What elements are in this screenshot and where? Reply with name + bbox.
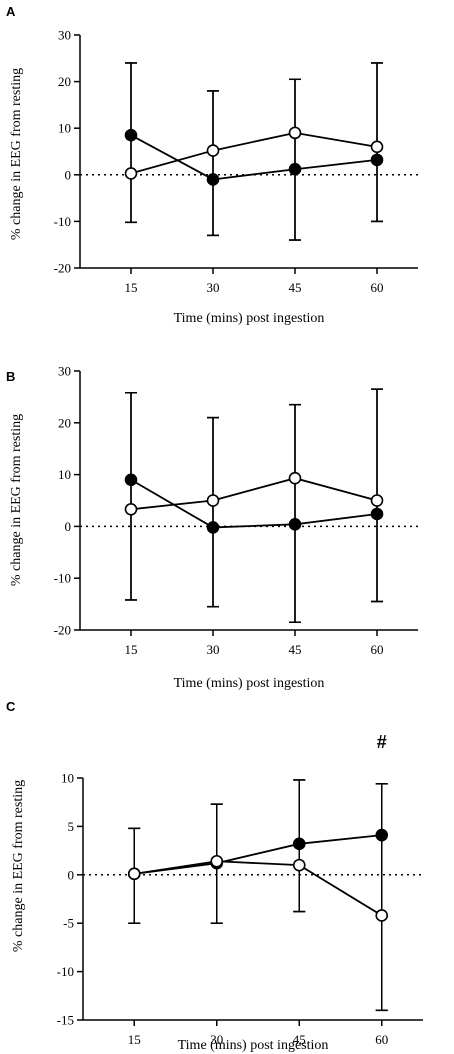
x-tick-label: 45	[289, 642, 302, 657]
data-point-open	[206, 494, 220, 507]
y-tick-label: 0	[65, 519, 72, 534]
data-point-filled	[206, 521, 220, 534]
data-point-open	[375, 909, 389, 922]
y-tick-label: -15	[57, 1013, 74, 1028]
data-point-filled	[370, 507, 384, 521]
y-tick-label: -10	[54, 214, 71, 229]
y-axis-title: % change in EEG from resting	[11, 780, 26, 952]
y-tick-label: -20	[54, 623, 71, 638]
data-point-open	[370, 140, 384, 154]
data-point-filled	[292, 837, 306, 851]
data-point-open	[210, 854, 224, 868]
data-point-filled	[375, 828, 389, 842]
y-tick-label: 20	[58, 74, 71, 89]
data-point-filled	[124, 473, 138, 487]
x-axis-title: Time (mins) post ingestion	[178, 1038, 329, 1053]
x-tick-label: 30	[207, 280, 220, 295]
data-point-open	[370, 494, 384, 507]
data-point-open	[288, 126, 302, 140]
series-line	[130, 131, 378, 175]
panel-label: B	[6, 369, 15, 384]
x-tick-label: 60	[371, 280, 384, 295]
x-tick-label: 30	[210, 1032, 223, 1047]
x-tick-label: 15	[128, 1032, 141, 1047]
y-tick-label: 10	[61, 771, 74, 786]
x-tick-label: 60	[371, 642, 384, 657]
y-tick-label: 30	[58, 28, 71, 43]
x-tick-label: 30	[207, 642, 220, 657]
series-line	[130, 477, 378, 511]
y-tick-label: 0	[65, 167, 72, 182]
data-point-open	[124, 503, 138, 516]
y-tick-label: -5	[63, 916, 74, 931]
data-point-open	[124, 167, 138, 180]
x-tick-label: 15	[125, 280, 138, 295]
y-tick-label: 10	[58, 467, 71, 482]
series-line	[130, 479, 378, 529]
series-line	[130, 134, 378, 181]
data-point-open	[206, 144, 220, 157]
y-tick-label: 20	[58, 415, 71, 430]
data-point-open	[288, 471, 302, 485]
significance-annotation: #	[377, 732, 387, 752]
y-axis-title: % change in EEG from resting	[9, 68, 24, 240]
y-tick-label: -20	[54, 261, 71, 276]
x-axis-title: Time (mins) post ingestion	[174, 311, 325, 326]
y-tick-label: 30	[58, 364, 71, 379]
panel-label: A	[6, 4, 16, 19]
x-tick-label: 60	[375, 1032, 388, 1047]
x-tick-label: 15	[125, 642, 138, 657]
y-tick-label: 5	[68, 819, 75, 834]
data-point-filled	[370, 153, 384, 167]
data-point-open	[127, 867, 141, 881]
data-point-open	[292, 858, 306, 872]
y-tick-label: 0	[68, 867, 75, 882]
x-axis-title: Time (mins) post ingestion	[174, 676, 325, 691]
y-tick-label: -10	[57, 964, 74, 979]
data-point-filled	[288, 162, 302, 176]
data-point-filled	[124, 128, 138, 142]
y-axis-title: % change in EEG from resting	[9, 414, 24, 586]
x-tick-label: 45	[293, 1032, 306, 1047]
x-tick-label: 45	[289, 280, 302, 295]
panel-label: C	[6, 699, 16, 714]
series-line	[134, 860, 383, 917]
y-tick-label: 10	[58, 121, 71, 136]
y-tick-label: -10	[54, 571, 71, 586]
data-point-filled	[206, 173, 220, 186]
data-point-filled	[288, 518, 302, 531]
series-line	[134, 834, 382, 875]
